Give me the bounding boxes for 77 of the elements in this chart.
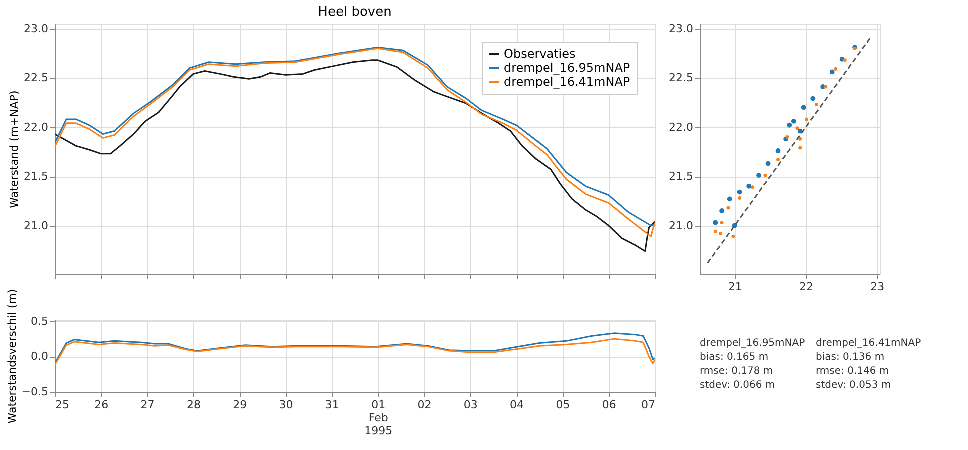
- point: [750, 186, 754, 190]
- point: [776, 148, 781, 154]
- point: [798, 146, 802, 150]
- point: [738, 196, 742, 200]
- text: bias: 0.136 m: [816, 352, 885, 363]
- y-axis-title: Waterstandsverschil (m): [6, 289, 19, 424]
- x-tick-label: 06: [602, 398, 616, 412]
- point: [786, 135, 790, 139]
- y-tick-label: 0.5: [31, 314, 48, 328]
- y-axis-title: Waterstand (m+NAP): [8, 90, 22, 208]
- y-tick-label: 21.5: [669, 170, 694, 184]
- point: [814, 102, 818, 106]
- x-tick-label: 03: [464, 398, 478, 412]
- y-tick-label: 0.0: [31, 350, 48, 364]
- text: drempel_16.95mNAP: [700, 338, 806, 349]
- chart-title: Heel boven: [318, 4, 392, 20]
- point: [843, 58, 847, 62]
- point: [796, 126, 800, 130]
- legend-label: drempel_16.95mNAP: [504, 61, 630, 75]
- line-series: [55, 338, 655, 366]
- y-tick-label: 22.0: [24, 120, 48, 134]
- point: [766, 161, 771, 166]
- legend-label: drempel_16.41mNAP: [504, 75, 630, 89]
- x-tick-label: 25: [56, 398, 70, 412]
- point: [714, 230, 718, 234]
- line-series: [55, 332, 655, 365]
- y-tick-label: 21.5: [24, 170, 48, 184]
- point: [713, 220, 718, 226]
- y-tick-label: 22.5: [669, 72, 694, 85]
- point: [718, 232, 722, 236]
- legend-label: Observaties: [504, 47, 576, 61]
- x-tick-label: 04: [510, 398, 524, 412]
- y-tick-label: 22.0: [669, 120, 694, 134]
- point: [787, 122, 792, 128]
- x-tick-label: 31: [325, 398, 340, 412]
- y-tick-label: 23.0: [669, 22, 694, 36]
- point: [791, 118, 796, 124]
- point: [798, 137, 802, 141]
- text: bias: 0.165 m: [700, 352, 769, 363]
- point: [726, 206, 730, 210]
- point: [824, 85, 828, 89]
- y-tick-label: 23.0: [24, 22, 48, 36]
- point: [732, 234, 736, 238]
- text: rmse: 0.178 m: [700, 366, 774, 377]
- x-tick-label: 27: [140, 398, 155, 412]
- point: [727, 196, 732, 202]
- point: [756, 173, 762, 178]
- point: [830, 70, 835, 75]
- point: [776, 158, 780, 162]
- x-tick-label: 01 Feb 1995: [364, 398, 393, 438]
- point: [737, 190, 742, 195]
- y-tick-label: 21.0: [24, 219, 48, 232]
- point: [764, 174, 768, 178]
- x-tick-label: 26: [94, 398, 109, 412]
- x-tick-label: 02: [418, 398, 432, 412]
- x-tick-label: 22: [800, 280, 814, 294]
- y-tick-label: 22.5: [24, 72, 48, 85]
- x-tick-label: 28: [186, 398, 201, 412]
- x-tick-label: 21: [728, 280, 742, 294]
- x-tick-label: 29: [233, 398, 248, 412]
- y-tick-label: 21.0: [669, 219, 694, 232]
- point: [720, 221, 724, 225]
- x-tick-label: 23: [870, 280, 885, 294]
- point: [834, 68, 838, 72]
- x-tick-label: 05: [556, 398, 570, 412]
- text: stdev: 0.053 m: [816, 380, 892, 391]
- point: [746, 184, 752, 189]
- point: [810, 96, 816, 102]
- x-tick-label: 30: [279, 398, 294, 412]
- text: drempel_16.41mNAP: [816, 338, 922, 349]
- text: rmse: 0.146 m: [816, 366, 890, 377]
- point: [720, 208, 725, 214]
- x-tick-label: 07: [642, 398, 656, 412]
- text: stdev: 0.066 m: [700, 380, 776, 391]
- point: [801, 105, 806, 110]
- y-tick-label: −0.5: [22, 386, 48, 398]
- point: [804, 118, 808, 122]
